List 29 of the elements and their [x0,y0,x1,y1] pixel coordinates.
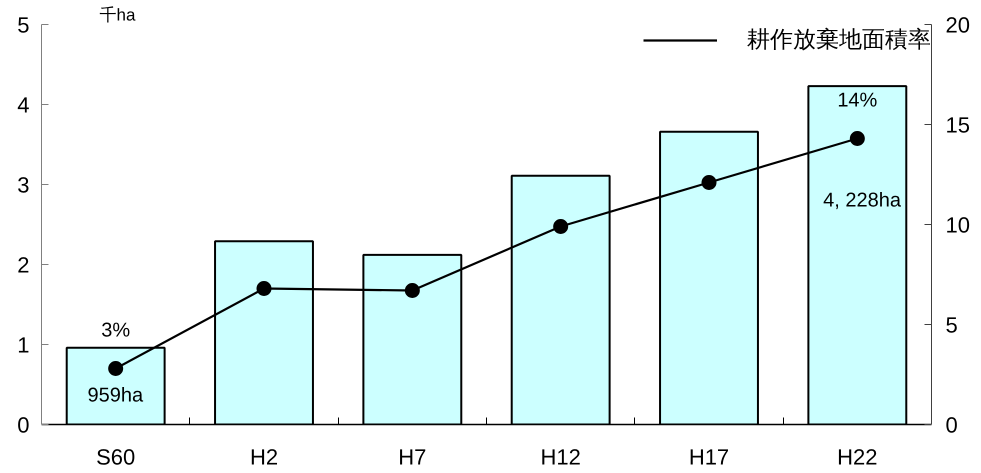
point [850,131,865,146]
y2-tick-label: 20 [946,12,970,38]
legend-label: 耕作放棄地面積率 [747,25,931,54]
y-tick-label: 2 [17,252,30,278]
y2-tick-label: 10 [946,212,970,238]
y2-tick-label: 15 [946,112,970,138]
x-tick-label: H7 [398,444,426,470]
point [256,281,272,296]
point [108,361,124,376]
annotation: 959ha [88,384,144,406]
x-tick-label: H12 [540,444,581,470]
point [404,283,420,298]
x-tick-label: S60 [96,444,136,470]
x-tick-label: H22 [837,444,878,470]
point [702,175,716,190]
data-label: 3% [101,320,130,342]
y2-tick-label: 5 [946,312,958,338]
y-tick-label: 1 [17,332,30,358]
y-tick-label: 5 [17,12,30,38]
y-axis-title: 千ha [100,6,136,24]
data-label: 14% [837,90,878,112]
y2-tick-label: 0 [946,412,958,438]
x-tick-label: H17 [688,444,730,470]
y-tick-label: 0 [17,412,30,438]
y-tick-label: 3 [17,172,30,198]
y-tick-label: 4 [17,92,30,118]
annotation: 4, 228ha [823,190,902,212]
x-tick-label: H2 [250,444,278,470]
point [553,219,568,234]
